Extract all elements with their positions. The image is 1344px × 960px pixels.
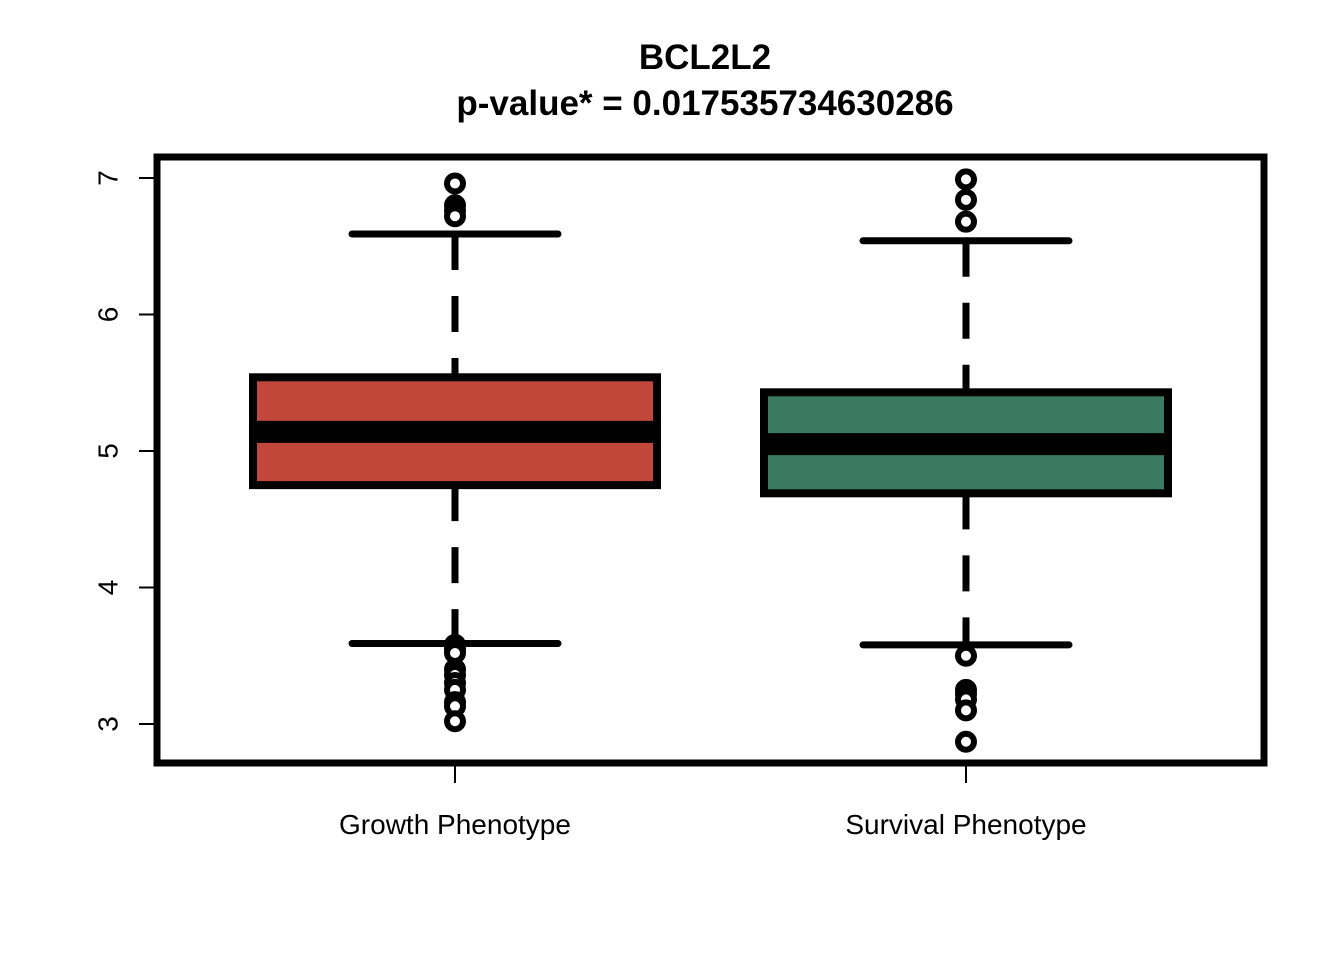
y-tick-label: 4 [92,580,123,596]
chart-title: BCL2L2 [638,38,772,77]
y-axis: 3 4 5 6 7 [92,170,157,732]
y-tick-label: 3 [92,716,123,732]
outlier-point [444,172,466,195]
boxes-layer [249,168,1172,753]
box-group-2 [760,168,1172,753]
plot-frame [153,153,1268,767]
box-group-1 [249,172,661,733]
outlier-point [444,710,466,733]
outlier-point [955,188,977,211]
outlier-point [955,168,977,191]
y-tick-label: 7 [92,170,123,186]
y-tick-label: 6 [92,307,123,323]
y-tick-label: 5 [92,443,123,459]
x-tick-label: Growth Phenotype [339,809,571,840]
chart-subtitle: p-value* = 0.017535734630286 [456,84,954,123]
outlier-point [955,730,977,753]
outlier-point [955,644,977,667]
x-axis: Growth Phenotype Survival Phenotype [339,766,1087,840]
outlier-point [955,210,977,233]
x-tick-label: Survival Phenotype [845,809,1086,840]
outlier-point [444,205,466,228]
outlier-point [955,699,977,722]
